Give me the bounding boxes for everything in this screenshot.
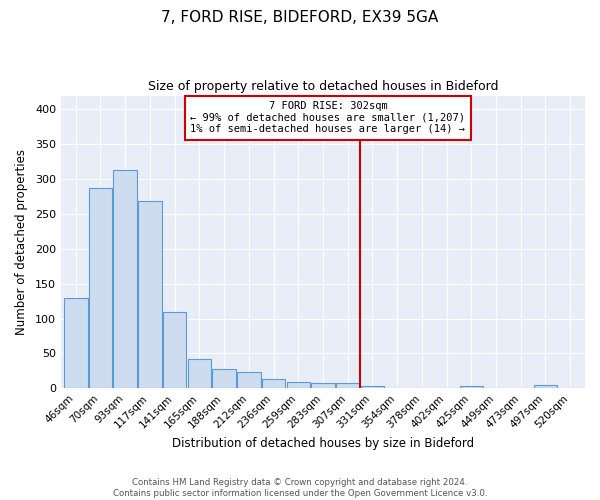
- Bar: [64, 298, 88, 388]
- Bar: [311, 383, 335, 388]
- Bar: [287, 382, 310, 388]
- Bar: [188, 359, 211, 388]
- Title: Size of property relative to detached houses in Bideford: Size of property relative to detached ho…: [148, 80, 498, 93]
- Bar: [237, 372, 260, 388]
- Y-axis label: Number of detached properties: Number of detached properties: [15, 149, 28, 335]
- Bar: [113, 170, 137, 388]
- Bar: [534, 385, 557, 388]
- Bar: [262, 380, 285, 388]
- Text: 7, FORD RISE, BIDEFORD, EX39 5GA: 7, FORD RISE, BIDEFORD, EX39 5GA: [161, 10, 439, 25]
- Bar: [212, 369, 236, 388]
- Bar: [460, 386, 483, 388]
- Bar: [138, 201, 161, 388]
- Text: Contains HM Land Registry data © Crown copyright and database right 2024.
Contai: Contains HM Land Registry data © Crown c…: [113, 478, 487, 498]
- Bar: [163, 312, 187, 388]
- Bar: [361, 386, 384, 388]
- Bar: [89, 188, 112, 388]
- X-axis label: Distribution of detached houses by size in Bideford: Distribution of detached houses by size …: [172, 437, 474, 450]
- Bar: [336, 383, 359, 388]
- Text: 7 FORD RISE: 302sqm
← 99% of detached houses are smaller (1,207)
1% of semi-deta: 7 FORD RISE: 302sqm ← 99% of detached ho…: [190, 101, 466, 134]
